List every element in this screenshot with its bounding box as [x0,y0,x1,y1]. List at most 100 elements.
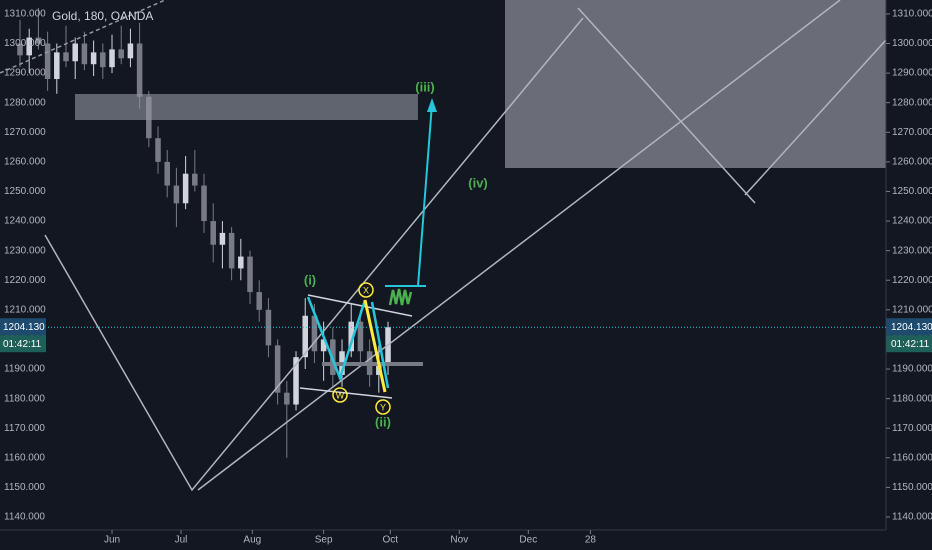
candle-body [118,49,124,59]
candle-body [44,43,51,80]
y-tick-label: 1280.000 [4,97,46,108]
y-tick-label: 1150.000 [892,482,932,493]
wave-arrow [417,103,433,287]
trend-line [0,0,166,74]
x-tick-label: Aug [243,535,261,546]
candle-body [320,339,327,352]
candle-body [136,43,143,97]
y-tick-label: 1140.000 [4,512,45,523]
candle-body [81,43,88,65]
x-tick-label: Jul [175,535,188,546]
y-tick-label: 1140.000 [892,512,932,523]
y-tick-label: 1160.000 [4,452,45,463]
candle-body [201,185,207,222]
wave-arrow [363,299,387,393]
trend-line [44,17,584,492]
wave-arrow [306,296,367,382]
wave-label: (iii) [415,79,435,94]
countdown-label: 01:42:11 [891,339,930,350]
y-tick-label: 1180.000 [4,393,45,404]
candle-body [127,43,134,59]
wave-scribble [388,288,413,306]
zone [75,94,418,120]
wave-circle [358,282,374,298]
price-tag-label: 1204.130 [3,322,45,333]
y-tick-label: 1240.000 [4,216,46,227]
y-tick-label: 1280.000 [892,97,932,108]
candle-body [293,357,299,405]
y-tick-label: 1220.000 [892,275,932,286]
candle-body [219,232,226,245]
wave-label: Y [380,402,386,412]
y-tick-label: 1250.000 [892,186,932,197]
candle-body [228,232,235,269]
candle-body [35,37,42,44]
y-tick-label: 1220.000 [4,275,46,286]
candle-body [90,52,97,65]
triangle-edge [307,294,413,317]
y-tick-label: 1150.000 [4,482,45,493]
y-tick-label: 1160.000 [892,452,932,463]
y-tick-label: 1240.000 [892,216,932,227]
candle-body [17,43,23,56]
candle-body [284,392,290,405]
candle-body [72,43,78,62]
candle-body [302,315,308,358]
y-tick-label: 1180.000 [892,393,932,404]
candle-body [182,173,189,204]
candle-body [210,221,216,245]
countdown-tag [886,335,932,353]
price-tag [886,318,932,336]
y-tick-label: 1310.000 [4,9,46,20]
y-tick-label: 1290.000 [892,68,932,79]
wave-label: W [336,390,345,400]
candle-body [256,292,262,310]
arrow-head [427,98,437,112]
y-tick-label: 1210.000 [892,304,932,315]
candle-body [274,345,281,393]
price-tag [0,318,46,336]
candle-body [63,52,69,62]
wave-label: X [363,285,369,295]
y-tick-label: 1300.000 [892,38,932,49]
trend-line [744,39,887,196]
y-tick-label: 1230.000 [892,245,932,256]
y-tick-label: 1260.000 [892,157,932,168]
y-tick-label: 1230.000 [4,245,46,256]
y-tick-label: 1300.000 [4,38,46,49]
candle-body [238,256,244,269]
wave-label: (ii) [375,414,391,429]
candle-body [26,37,32,56]
candle-body [173,185,180,204]
candle-body [155,138,161,162]
countdown-label: 01:42:11 [3,339,42,350]
x-tick-label: Dec [519,535,537,546]
symbol-title: Gold, 180, OANDA [52,9,153,23]
y-tick-label: 1190.000 [892,364,932,375]
y-tick-label: 1170.000 [4,423,45,434]
y-tick-label: 1290.000 [4,68,46,79]
y-tick-label: 1260.000 [4,157,46,168]
drawings [0,0,887,492]
candle-body [54,52,60,80]
y-tick-label: 1270.000 [4,127,46,138]
y-tick-label: 1250.000 [4,186,46,197]
zone [322,362,423,366]
y-tick-label: 1270.000 [892,127,932,138]
y-tick-label: 1310.000 [892,9,932,20]
wave-circle [375,399,391,415]
price-tag-label: 1204.130 [891,322,932,333]
x-tick-label: Sep [315,535,333,546]
wave-circle [332,387,348,403]
candle-body [109,49,115,68]
candle-body [100,52,106,68]
x-tick-label: 28 [585,535,597,546]
wave-arrow [370,301,390,389]
candle-body [357,321,364,352]
candle-body [247,256,253,293]
x-tick-label: Oct [383,535,399,546]
y-tick-label: 1190.000 [4,364,45,375]
candle-body [265,309,272,346]
zone [505,0,886,168]
